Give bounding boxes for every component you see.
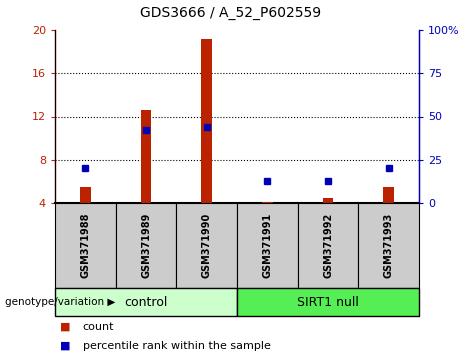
Text: GSM371990: GSM371990 — [201, 213, 212, 278]
Bar — [177, 203, 237, 288]
Bar — [116, 203, 177, 288]
Text: GDS3666 / A_52_P602559: GDS3666 / A_52_P602559 — [140, 6, 321, 20]
Bar — [358, 203, 419, 288]
Bar — [323, 198, 333, 203]
Bar — [55, 288, 237, 316]
Text: genotype/variation ▶: genotype/variation ▶ — [5, 297, 115, 307]
Bar — [201, 39, 212, 203]
Text: count: count — [83, 321, 114, 332]
Text: GSM371989: GSM371989 — [141, 213, 151, 278]
Bar — [298, 203, 358, 288]
Text: control: control — [124, 296, 168, 308]
Text: GSM371992: GSM371992 — [323, 213, 333, 278]
Bar — [262, 202, 273, 203]
Text: percentile rank within the sample: percentile rank within the sample — [83, 341, 271, 351]
Bar — [55, 203, 116, 288]
Text: GSM371991: GSM371991 — [262, 213, 272, 278]
Bar — [237, 288, 419, 316]
Bar — [141, 110, 152, 203]
Text: SIRT1 null: SIRT1 null — [297, 296, 359, 308]
Text: GSM371993: GSM371993 — [384, 213, 394, 278]
Bar — [80, 187, 91, 203]
Bar — [237, 203, 298, 288]
Bar — [383, 187, 394, 203]
Text: ■: ■ — [59, 341, 70, 351]
Text: GSM371988: GSM371988 — [80, 213, 90, 278]
Text: ■: ■ — [59, 321, 70, 332]
